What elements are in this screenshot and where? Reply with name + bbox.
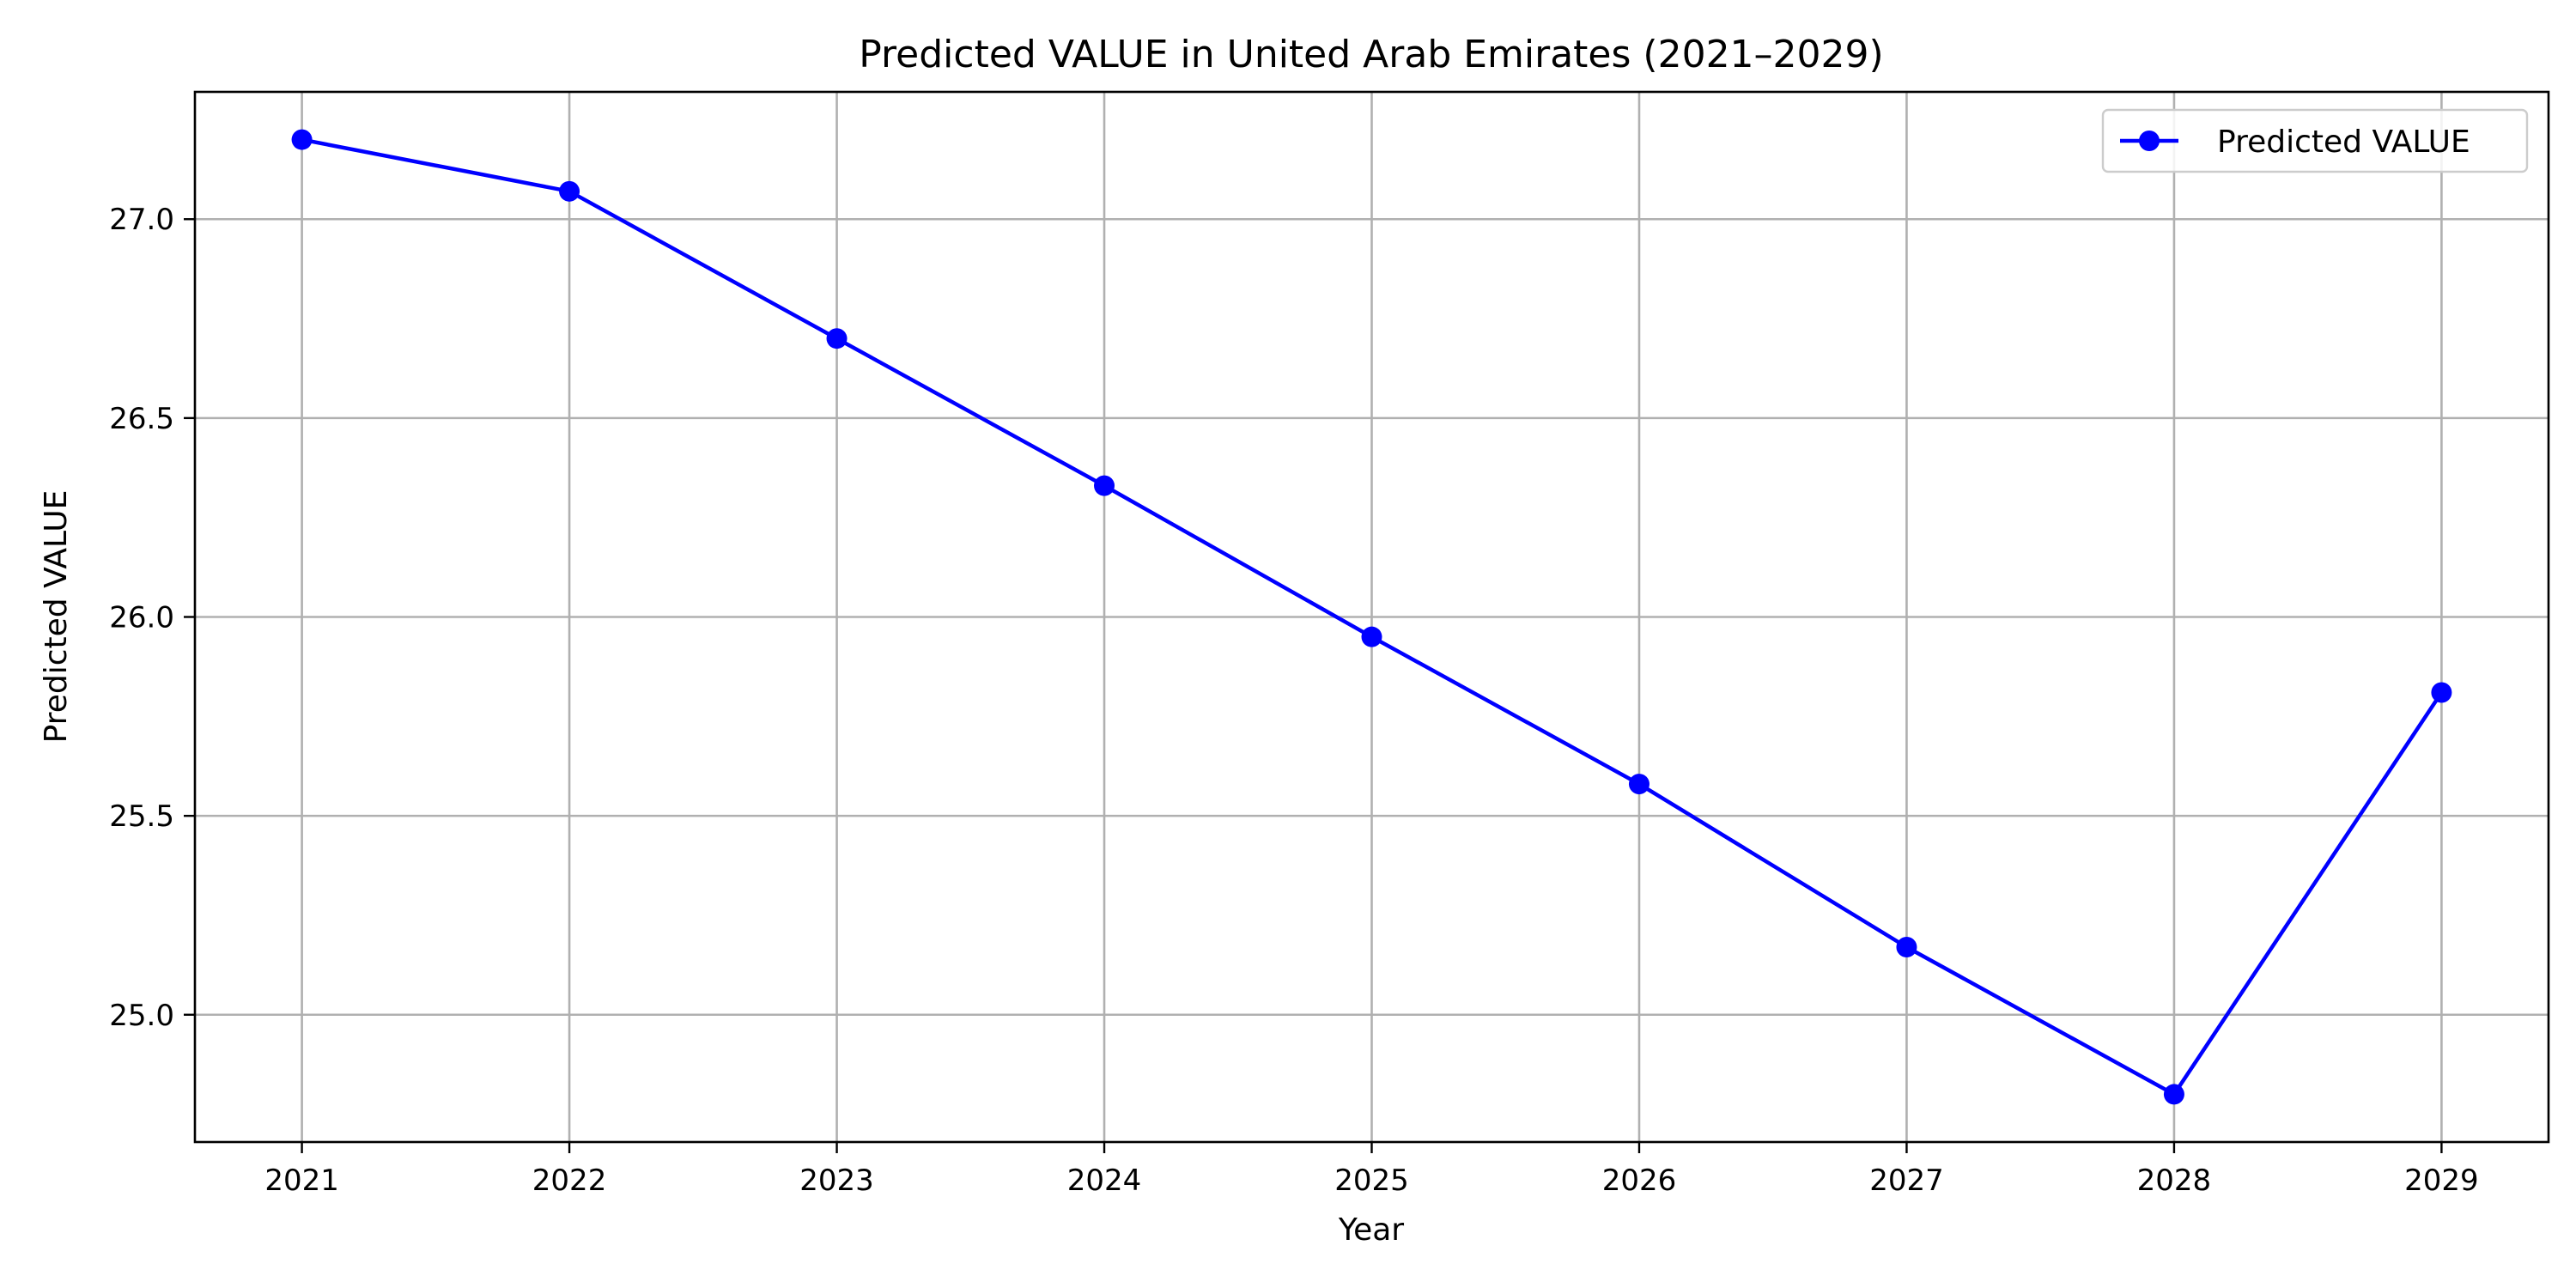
ticks: 2021 2022 2023 2024 2025 2026 2027 2028 2029 25.0… — [109, 203, 2478, 1198]
data-point — [559, 180, 580, 202]
y-axis-label: Predicted VALUE — [39, 490, 74, 744]
x-tick-label: 2025 — [1334, 1163, 1409, 1198]
data-point — [2163, 1084, 2184, 1105]
y-tick-label: 26.5 — [109, 402, 174, 436]
y-tick-label: 25.0 — [109, 999, 174, 1033]
x-tick-label: 2022 — [532, 1163, 607, 1198]
data-point — [1094, 475, 1115, 496]
data-point — [291, 129, 313, 150]
legend-box — [2101, 108, 2529, 173]
x-tick-label: 2023 — [799, 1163, 874, 1198]
y-tick-label: 27.0 — [109, 203, 174, 237]
data-point — [1628, 774, 1649, 795]
data-point — [1896, 937, 1917, 958]
data-point — [826, 328, 848, 349]
series-layer — [291, 129, 2452, 1105]
legend-label: Predicted VALUE — [2217, 125, 2470, 160]
legend-point-marker — [2139, 131, 2160, 151]
data-point — [1361, 626, 1382, 647]
x-tick-label: 2029 — [2404, 1163, 2479, 1198]
x-tick-label: 2028 — [2137, 1163, 2212, 1198]
legend: Predicted VALUE — [2101, 108, 2529, 173]
x-tick-label: 2027 — [1869, 1163, 1944, 1198]
x-tick-label: 2024 — [1067, 1163, 1142, 1198]
y-tick-label: 25.5 — [109, 799, 174, 834]
x-tick-label: 2026 — [1602, 1163, 1677, 1198]
x-tick-label: 2021 — [264, 1163, 339, 1198]
data-point — [2431, 682, 2452, 703]
grid — [195, 92, 2549, 1142]
x-axis-label: Year — [1338, 1212, 1404, 1248]
y-tick-label: 26.0 — [109, 601, 174, 635]
chart-title: Predicted VALUE in United Arab Emirates … — [859, 33, 1883, 76]
